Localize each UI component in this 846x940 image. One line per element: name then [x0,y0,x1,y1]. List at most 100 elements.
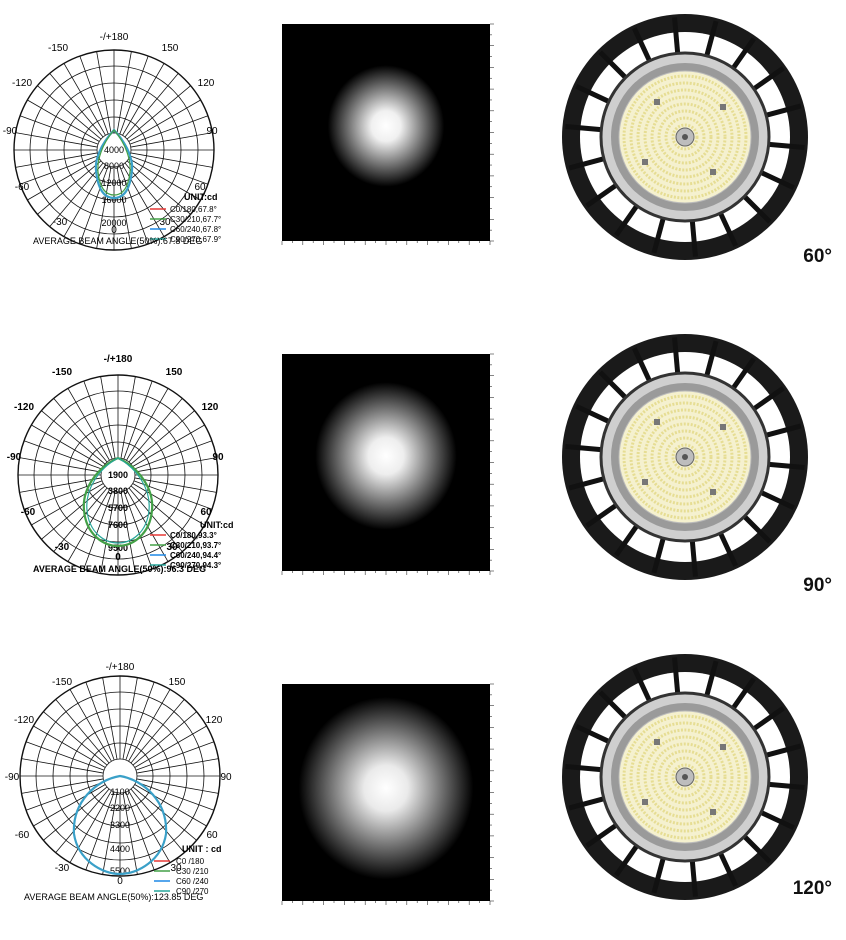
highbay-led-lamp [562,14,808,260]
top-angle-label: -/+180 [106,662,135,673]
legend-item: C30/210,93.7° [170,541,221,550]
polar-diagram: -/+180 -150 150 -120 120 -90 90 -60 60 -… [7,354,234,576]
legend-item: C0 /180 [176,857,205,866]
angle-label: 30 [170,863,182,874]
angle-label: 90 [206,126,218,137]
angle-label: -30 [53,217,68,228]
polar-spokes [18,375,218,575]
ring-value: 3800 [108,486,128,496]
legend-item: C60/240,67.8° [170,225,221,234]
distribution-curve [72,774,168,876]
ring-value: 12000 [101,178,126,188]
angle-label: -60 [15,182,30,193]
angle-label: 90 [212,452,224,463]
beam-angle-caption: AVERAGE BEAM ANGLE(50%):67.8 DEG [33,236,202,246]
beam-angle-caption: AVERAGE BEAM ANGLE(50%):96.3 DEG [33,564,206,574]
x-axis-ticks [281,901,491,905]
x-axis-ticks [281,571,491,575]
luminaire-image [562,334,808,580]
distribution-curve [82,456,154,548]
angle-label: 90 [220,772,232,783]
angle-label: 30 [159,217,171,228]
angle-label: 150 [169,677,186,688]
legend-item: C60/240,94.4° [170,551,221,560]
highbay-led-lamp [562,334,808,580]
ring-value: 9500 [108,543,128,553]
angle-label: -90 [5,772,20,783]
luminaire-image [562,654,808,900]
beam-angle-label: 120° [792,878,832,899]
x-axis-ticks [281,241,491,245]
legend-item: C0/180,93.3° [170,531,217,540]
angle-label: -120 [14,402,34,413]
angle-label: 150 [162,43,179,54]
legend-item: C30/210,67.7° [170,215,221,224]
angle-label: -60 [15,830,30,841]
angle-label: -30 [55,542,70,553]
angle-label: -90 [7,452,22,463]
top-angle-label: -/+180 [104,354,133,365]
legend-item: C0/180,67.8° [170,205,217,214]
polar-spokes [14,50,214,250]
polar-spokes [20,676,220,876]
angle-label: 0 [111,225,117,236]
angle-label: -60 [21,507,36,518]
angle-label: 120 [206,715,223,726]
angle-label: -120 [12,78,32,89]
ring-value: 1900 [108,470,128,480]
ring-value: 1100 [110,787,129,797]
photometric-row-120: -/+180 -150 150 -120 120 -90 90 -60 60 -… [0,640,846,940]
legend-item: C60 /240 [176,877,209,886]
angle-label: -120 [14,715,34,726]
ring-value: 4400 [110,844,130,854]
angle-label: 30 [166,542,178,553]
distribution-curve [97,129,131,196]
y-axis-ticks [490,23,494,242]
ring-value: 20000 [101,218,126,228]
ring-value: 16000 [101,195,126,205]
angle-label: -90 [3,126,18,137]
highbay-led-lamp [562,654,808,900]
polar-diagram: -/+180 -150 150 -120 120 -90 90 -60 60 -… [3,32,221,251]
legend-item: C30 /210 [176,867,209,876]
ring-value: 5500 [110,866,130,876]
angle-label: -150 [48,43,68,54]
distribution-curve [94,128,134,200]
angle-label: -150 [52,677,72,688]
angle-label: -30 [55,863,70,874]
illuminance-heatmap [281,353,494,575]
unit-label: UNIT : cd [182,844,222,854]
y-axis-ticks [490,353,494,572]
beam-angle-label: 90° [803,575,832,596]
angle-label: 60 [194,182,206,193]
luminaire-image [562,14,808,260]
legend-item: C90/270,67.9° [170,235,221,244]
top-angle-label: -/+180 [100,32,129,43]
distribution-curve [86,457,150,544]
illuminance-heatmap [281,23,494,245]
ring-value: 7600 [108,520,128,530]
angle-label: -150 [52,367,72,378]
polar-diagram: -/+180 -150 150 -120 120 -90 90 -60 60 -… [5,662,232,902]
angle-label: 60 [206,830,218,841]
ring-value: 3300 [110,820,130,830]
beam-angle-caption: AVERAGE BEAM ANGLE(50%):123.85 DEG [24,892,203,902]
angle-label: 120 [202,402,219,413]
legend-item: C90 /270 [176,887,209,896]
y-axis-ticks [490,683,494,902]
angle-label: 0 [117,876,123,887]
angle-label: 150 [166,367,183,378]
unit-label: UNIT:cd [184,192,218,202]
illuminance-heatmap [281,683,494,905]
legend-item: C90/270,94.3° [170,561,221,570]
unit-label: UNIT:cd [200,520,234,530]
photometric-row-90: -/+180 -150 150 -120 120 -90 90 -60 60 -… [0,330,846,630]
ring-value: 2200 [110,803,130,813]
angle-label: 0 [115,552,121,563]
angle-label: 60 [200,507,212,518]
angle-label: 120 [198,78,215,89]
photometric-row-60: -/+180 -150 150 -120 120 -90 90 -60 60 -… [0,0,846,300]
ring-value: 5700 [108,503,128,513]
beam-angle-label: 60° [803,246,832,267]
ring-value: 4000 [104,145,124,155]
